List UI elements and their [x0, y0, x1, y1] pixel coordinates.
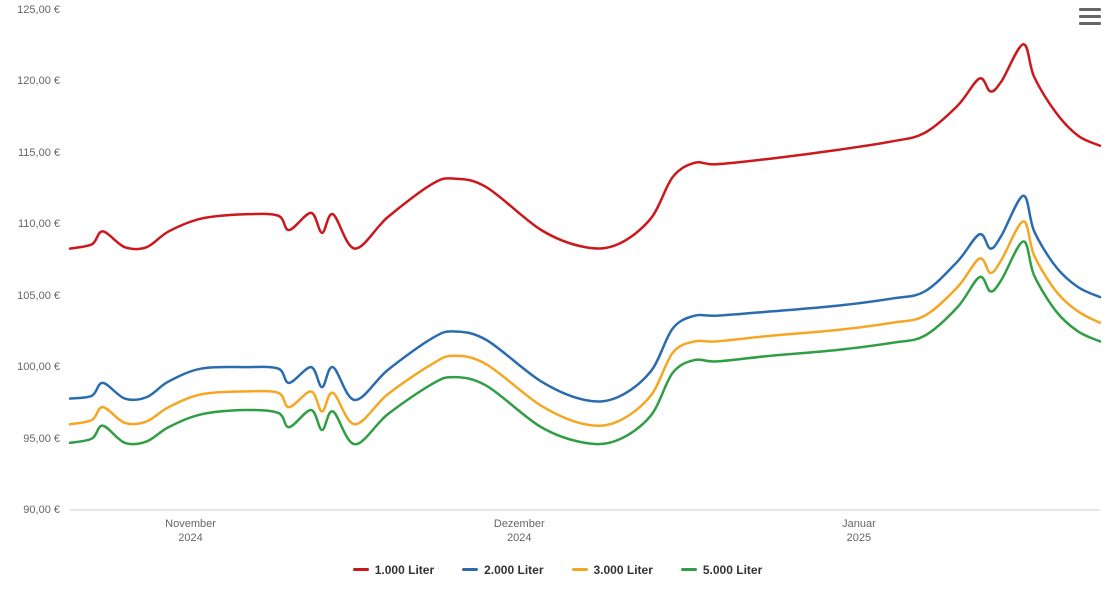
series-line[interactable]	[70, 241, 1100, 444]
price-chart: 90,00 € 95,00 € 100,00 € 105,00 € 110,00 € 11…	[0, 0, 1115, 608]
legend-label: 2.000 Liter	[484, 563, 543, 577]
legend-item[interactable]: 2.000 Liter	[462, 562, 543, 577]
y-tick-label: 105,00 €	[0, 290, 60, 302]
series-line[interactable]	[70, 44, 1100, 249]
y-tick-label: 125,00 €	[0, 4, 60, 16]
legend-item[interactable]: 1.000 Liter	[353, 562, 434, 577]
legend-item[interactable]: 3.000 Liter	[572, 562, 653, 577]
legend-swatch	[681, 568, 697, 571]
y-tick-label: 100,00 €	[0, 361, 60, 373]
y-tick-label: 95,00 €	[0, 433, 60, 445]
series-line[interactable]	[70, 221, 1100, 425]
y-tick-label: 110,00 €	[0, 218, 60, 230]
x-tick-label: Januar2025	[842, 518, 876, 546]
legend-item[interactable]: 5.000 Liter	[681, 562, 762, 577]
y-tick-label: 90,00 €	[0, 504, 60, 516]
x-tick-label: Dezember2024	[494, 518, 545, 546]
y-tick-label: 120,00 €	[0, 75, 60, 87]
y-tick-label: 115,00 €	[0, 147, 60, 159]
chart-legend: 1.000 Liter 2.000 Liter 3.000 Liter 5.000 L…	[0, 562, 1115, 577]
x-tick-label: November2024	[165, 518, 216, 546]
legend-label: 5.000 Liter	[703, 563, 762, 577]
legend-label: 1.000 Liter	[375, 563, 434, 577]
legend-swatch	[353, 568, 369, 571]
legend-label: 3.000 Liter	[594, 563, 653, 577]
legend-swatch	[462, 568, 478, 571]
legend-swatch	[572, 568, 588, 571]
plot-area	[70, 10, 1100, 510]
